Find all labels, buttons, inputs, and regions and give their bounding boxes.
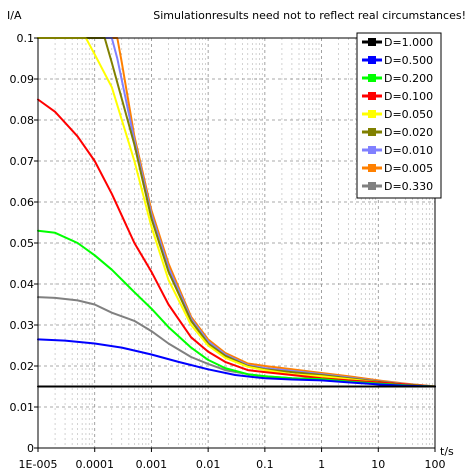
legend-marker bbox=[368, 74, 376, 82]
y-tick-label: 0.01 bbox=[10, 401, 35, 414]
legend-marker bbox=[368, 56, 376, 64]
x-tick-label: 0.0001 bbox=[75, 458, 114, 471]
legend-marker bbox=[368, 182, 376, 190]
y-tick-label: 0.03 bbox=[10, 319, 35, 332]
y-tick-label: 0.07 bbox=[10, 155, 35, 168]
series-line-d-0-100 bbox=[37, 98, 436, 388]
y-tick-label: 0.08 bbox=[10, 114, 35, 127]
legend-label: D=0.330 bbox=[384, 180, 433, 193]
series-lines bbox=[37, 37, 436, 388]
simulation-notice: Simulationresults need not to reflect re… bbox=[153, 9, 466, 22]
y-tick-label: 0 bbox=[27, 442, 34, 455]
y-tick-label: 0.04 bbox=[10, 278, 35, 291]
legend-marker bbox=[368, 146, 376, 154]
legend-label: D=1.000 bbox=[384, 36, 433, 49]
legend-label: D=0.500 bbox=[384, 54, 433, 67]
x-tick-label: 0.01 bbox=[196, 458, 221, 471]
y-tick-label: 0.06 bbox=[10, 196, 35, 209]
series-line-d-0-050 bbox=[37, 37, 436, 388]
y-tick-label: 0.09 bbox=[10, 73, 35, 86]
legend-label: D=0.020 bbox=[384, 126, 433, 139]
legend-label: D=0.010 bbox=[384, 144, 433, 157]
x-axis-ticks: 1E-005 0.0001 0.001 0.01 0.1 1 10 100 bbox=[19, 448, 446, 471]
legend-marker bbox=[368, 110, 376, 118]
x-axis-label: t/s bbox=[440, 445, 454, 458]
series-line-d-0-500 bbox=[37, 338, 436, 388]
x-tick-label: 1 bbox=[318, 458, 325, 471]
y-axis-ticks: 0 0.01 0.02 0.03 0.04 0.05 0.06 0.07 0.08 0.09 0.1 bbox=[10, 32, 38, 455]
legend-marker bbox=[368, 92, 376, 100]
x-tick-label: 0.1 bbox=[256, 458, 274, 471]
legend: D=1.000 D=0.500 D=0.200 D=0.100 D=0.050 D=0.0… bbox=[356, 32, 442, 199]
legend-label: D=0.100 bbox=[384, 90, 433, 103]
legend-marker bbox=[368, 128, 376, 136]
x-tick-label: 1E-005 bbox=[19, 458, 58, 471]
x-tick-label: 100 bbox=[425, 458, 446, 471]
x-tick-label: 0.001 bbox=[136, 458, 168, 471]
legend-label: D=0.050 bbox=[384, 108, 433, 121]
y-tick-label: 0.02 bbox=[10, 360, 35, 373]
series-line-d-0-005 bbox=[37, 37, 436, 388]
legend-marker bbox=[368, 38, 376, 46]
x-tick-label: 10 bbox=[371, 458, 385, 471]
y-tick-label: 0.1 bbox=[17, 32, 35, 45]
y-tick-label: 0.05 bbox=[10, 237, 35, 250]
legend-label: D=0.005 bbox=[384, 162, 433, 175]
legend-marker bbox=[368, 164, 376, 172]
legend-label: D=0.200 bbox=[384, 72, 433, 85]
y-axis-label: I/A bbox=[7, 9, 22, 22]
